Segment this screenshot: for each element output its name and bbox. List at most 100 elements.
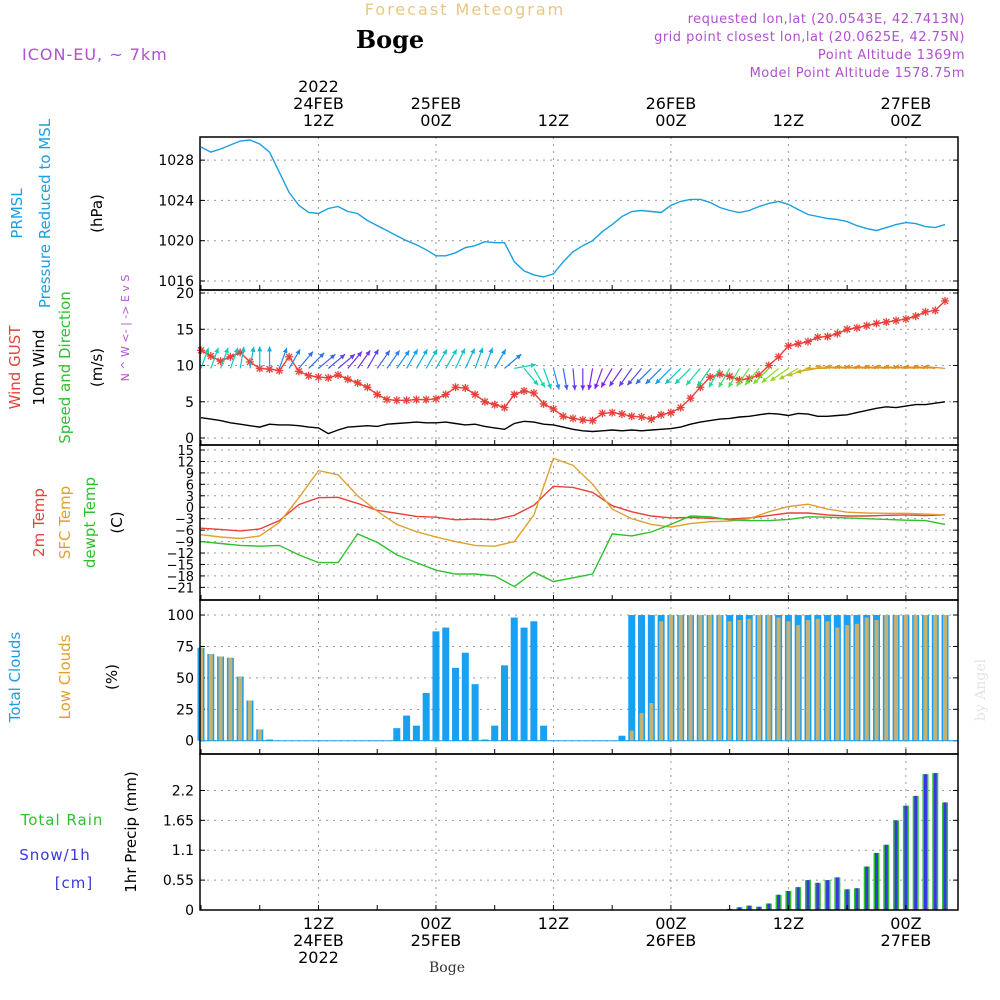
bar-snow xyxy=(835,877,839,910)
gust-marker-d2 xyxy=(784,342,792,350)
ytick-label: 1.65 xyxy=(163,813,194,829)
gust-marker xyxy=(745,374,754,383)
gust-marker xyxy=(197,346,205,355)
bottom-location-label: Boge xyxy=(429,960,465,976)
info-line-3: Point Altitude 1369m xyxy=(818,48,965,63)
wind-arrow xyxy=(708,368,721,388)
ylabel-0: Wind GUST xyxy=(6,325,24,410)
bar-low xyxy=(257,729,262,741)
wind-arrow-head xyxy=(744,379,751,386)
gust-marker xyxy=(911,312,920,321)
wind-arrow xyxy=(239,346,246,369)
bar-total xyxy=(510,617,518,741)
gust-marker-d2 xyxy=(608,409,616,417)
bar-low xyxy=(649,703,654,741)
gust-marker xyxy=(392,396,401,405)
bar-low xyxy=(796,625,801,741)
wind-arrow-head xyxy=(356,351,362,357)
gust-marker-d2 xyxy=(422,396,430,404)
gust-marker xyxy=(226,352,235,361)
ytick-label: 0 xyxy=(185,734,194,750)
gust-marker-d2 xyxy=(804,338,812,346)
wind-arrow xyxy=(903,364,926,370)
ytick-label: −12 xyxy=(167,547,194,562)
wind-arrow xyxy=(543,368,552,390)
gust-marker-d2 xyxy=(540,400,548,408)
gust-marker xyxy=(549,405,558,413)
wind-arrow xyxy=(874,364,897,370)
bar-total xyxy=(481,739,489,741)
bar-snow xyxy=(777,894,781,910)
wind-arrow-head xyxy=(864,364,870,370)
gust-marker xyxy=(588,416,597,425)
bar-total xyxy=(520,627,528,741)
wind-arrow-head xyxy=(594,383,599,390)
wind-arrow-head xyxy=(815,364,821,370)
wind-arrow xyxy=(834,364,857,370)
wind-arrow-head xyxy=(835,364,841,370)
gust-marker-d2 xyxy=(559,412,567,420)
wind-arrow-head xyxy=(796,368,802,374)
wind-arrow-head xyxy=(318,352,325,359)
bar-low xyxy=(786,621,791,741)
wind-arrow-head xyxy=(580,385,586,391)
wind-arrow-head xyxy=(349,354,355,360)
gust-marker xyxy=(412,395,421,404)
gust-marker-d2 xyxy=(569,414,577,422)
wind-arrow xyxy=(278,347,288,369)
ytick-label: 15 xyxy=(177,444,194,459)
gust-marker-d2 xyxy=(775,353,783,361)
wind-arrow-head xyxy=(736,380,742,387)
wind-arrow-head xyxy=(412,349,418,355)
wind-arrow xyxy=(594,368,603,390)
ylabel-1: Pressure Reduced to MSL xyxy=(36,118,54,308)
bar-low xyxy=(884,615,889,741)
wind-arrow-head xyxy=(854,364,860,370)
bar-snow xyxy=(747,905,751,910)
wind-arrow-head xyxy=(635,378,642,384)
bar-low xyxy=(688,615,693,741)
wind-arrow-head xyxy=(708,381,714,388)
bottom-time-label: 12Z xyxy=(303,914,334,933)
gust-marker-d2 xyxy=(814,333,822,341)
gust-marker-d2 xyxy=(922,308,929,316)
wind-arrow xyxy=(533,368,546,388)
bottom-time-label: 2022 xyxy=(298,948,339,967)
gust-marker-d2 xyxy=(305,372,313,380)
gust-marker-d2 xyxy=(324,374,332,382)
gust-marker-d2 xyxy=(549,405,557,413)
ytick-label: −9 xyxy=(175,536,194,551)
wind-arrow xyxy=(357,350,371,369)
wind-arrow xyxy=(514,362,537,369)
gust-marker xyxy=(901,315,910,324)
gust-marker xyxy=(383,395,392,404)
bar-low xyxy=(864,617,869,741)
ytick-label: −21 xyxy=(167,581,194,596)
side-label-0: Total Rain xyxy=(20,811,104,829)
wind-arrow xyxy=(257,346,263,369)
wind-arrow-head xyxy=(250,346,256,353)
wind-arrow-head xyxy=(923,364,929,370)
bar-total xyxy=(628,615,636,741)
wind-arrow xyxy=(267,346,273,369)
wind-arrow-head xyxy=(805,365,811,371)
gust-marker xyxy=(324,373,333,382)
wind-arrow xyxy=(913,364,936,370)
wind-arrow-head xyxy=(572,385,577,391)
panel-precip: 0 0.55 1.1 1.65 2.2 1hr Precip (mm) Total Rain… xyxy=(19,753,959,919)
bar-snow xyxy=(806,880,810,910)
bar-snow xyxy=(796,887,800,910)
bar-total xyxy=(422,692,430,741)
wind-arrow-head xyxy=(233,347,239,354)
top-time-label: 12Z xyxy=(538,111,569,130)
bar-snow xyxy=(757,906,761,910)
wind-arrow-head xyxy=(257,346,263,352)
wind-arrow xyxy=(736,368,750,387)
top-time-label: 12Z xyxy=(773,111,804,130)
wind-arrow-head xyxy=(779,374,785,380)
bar-low xyxy=(717,615,722,741)
top-time-label: 00Z xyxy=(420,111,451,130)
wind-arrow xyxy=(770,367,789,382)
bar-low xyxy=(903,615,908,741)
